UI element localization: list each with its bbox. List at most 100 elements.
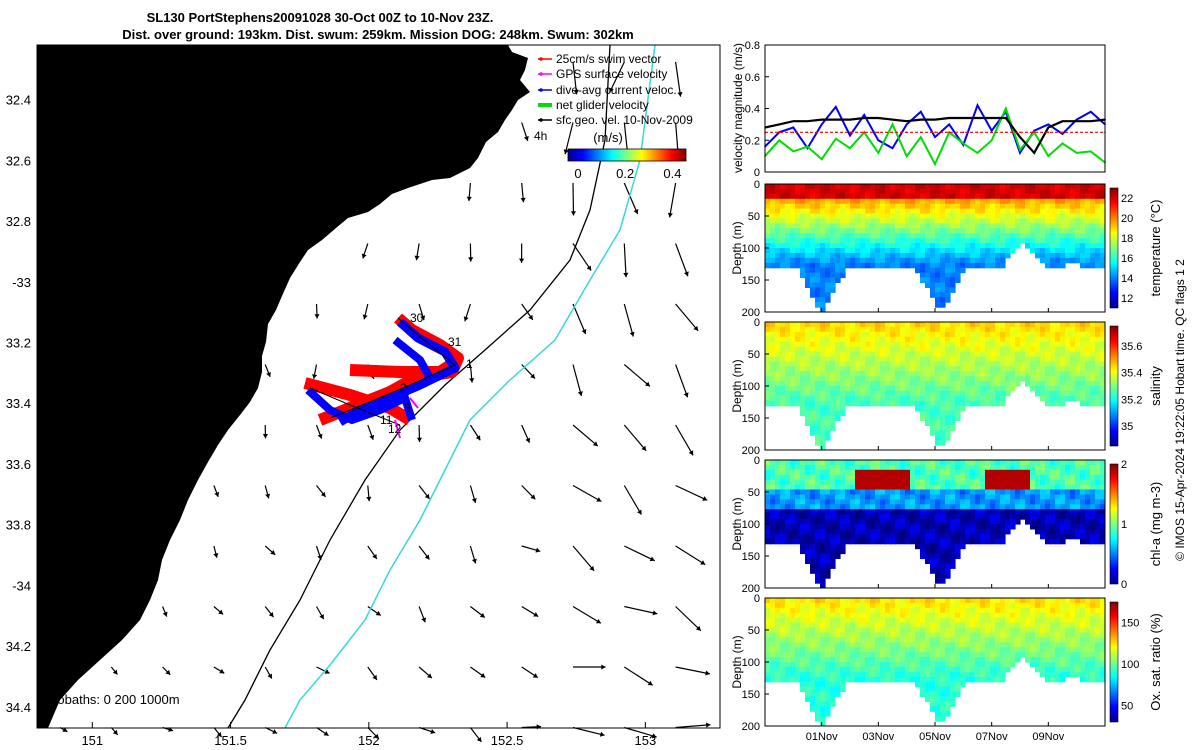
section-cell [1075, 489, 1081, 495]
section-cell [1005, 361, 1011, 367]
section-cell [1030, 218, 1036, 224]
section-cell [790, 376, 796, 382]
section-cell [980, 390, 986, 397]
section-cell [865, 598, 871, 604]
section-cell [930, 238, 936, 244]
section-cell [835, 213, 841, 219]
section-cell [885, 351, 891, 357]
section-cell [790, 198, 796, 205]
section-cell [830, 272, 836, 279]
velocity-arrow-head [476, 736, 482, 742]
section-cell [990, 223, 996, 229]
section-cell [815, 602, 821, 609]
section-cell [1045, 331, 1051, 338]
section-cell [1055, 223, 1061, 229]
section-cell [815, 716, 821, 722]
section-cell [815, 257, 821, 264]
section-cell [975, 647, 981, 653]
section-cell [850, 602, 856, 609]
section-cell [1070, 188, 1076, 195]
velocity-arrow [675, 243, 689, 277]
section-cell [865, 494, 871, 500]
section-cell [945, 405, 951, 412]
velocity-arrow-head [319, 614, 324, 620]
section-cell [1095, 336, 1101, 343]
section-cell [915, 469, 921, 476]
section-cell [915, 188, 921, 195]
section-cell [995, 218, 1001, 224]
section-cell [980, 203, 986, 210]
section-cell [830, 356, 836, 362]
section-cell [890, 395, 896, 402]
section-cell [795, 336, 801, 343]
section-cell [1075, 504, 1081, 510]
section-cell [865, 514, 871, 520]
section-cell [1090, 361, 1096, 367]
section-cell [880, 627, 886, 633]
section-cell [815, 213, 821, 219]
section-cell [805, 415, 811, 421]
section-cell [1095, 198, 1101, 205]
section-cell [785, 203, 791, 210]
section-cell [815, 533, 821, 540]
section-cell [945, 701, 951, 707]
section-cell [1000, 395, 1006, 402]
section-cell [870, 188, 876, 195]
section-cell [1010, 361, 1016, 367]
section-cell [1005, 243, 1011, 249]
section-cell [830, 415, 836, 421]
section-cell [850, 519, 856, 525]
section-cell [800, 223, 806, 229]
section-cell [1080, 381, 1086, 387]
section-cell [995, 504, 1001, 510]
section-cell [925, 198, 931, 205]
section-cell [935, 376, 941, 382]
section-cell [975, 602, 981, 609]
section-cell [805, 627, 811, 633]
section-cell [985, 262, 991, 269]
section-cell [880, 238, 886, 244]
section-cell [820, 627, 826, 633]
section-cell [855, 371, 861, 377]
section-cell [905, 366, 911, 372]
section-cell [940, 351, 946, 357]
section-cell [975, 627, 981, 633]
section-cell [765, 371, 771, 377]
section-cell [1100, 538, 1105, 545]
section-cell [905, 657, 911, 663]
section-cell [780, 612, 786, 619]
section-cell [850, 198, 856, 205]
section-cell [850, 622, 856, 629]
section-cell [945, 262, 951, 269]
section-cell [885, 233, 891, 239]
section-cell [950, 346, 956, 353]
section-cell [775, 514, 781, 520]
section-cell [790, 627, 796, 633]
section-cell [950, 612, 956, 619]
section-cell [865, 484, 871, 491]
section-cell [915, 528, 921, 535]
section-cell [950, 494, 956, 500]
section-cell [765, 257, 771, 264]
section-cell [935, 553, 941, 559]
section-cell [965, 533, 971, 540]
section-cell [1070, 390, 1076, 397]
section-cell [820, 711, 826, 717]
section-cell [775, 676, 781, 683]
section-cell [835, 400, 841, 407]
section-cell [875, 361, 881, 367]
section-cell [1090, 248, 1096, 254]
velocity-arrow-head [361, 253, 367, 259]
section-cell [1035, 336, 1041, 343]
section-cell [835, 642, 841, 648]
section-cell [910, 386, 916, 392]
section-cell [850, 642, 856, 648]
section-cell [1035, 351, 1041, 357]
section-cell [775, 262, 781, 269]
section-cell [920, 612, 926, 619]
section-cell [765, 519, 771, 525]
section-cell [895, 203, 901, 210]
section-cell [905, 538, 911, 545]
section-cell [890, 504, 896, 510]
section-cell [1000, 218, 1006, 224]
